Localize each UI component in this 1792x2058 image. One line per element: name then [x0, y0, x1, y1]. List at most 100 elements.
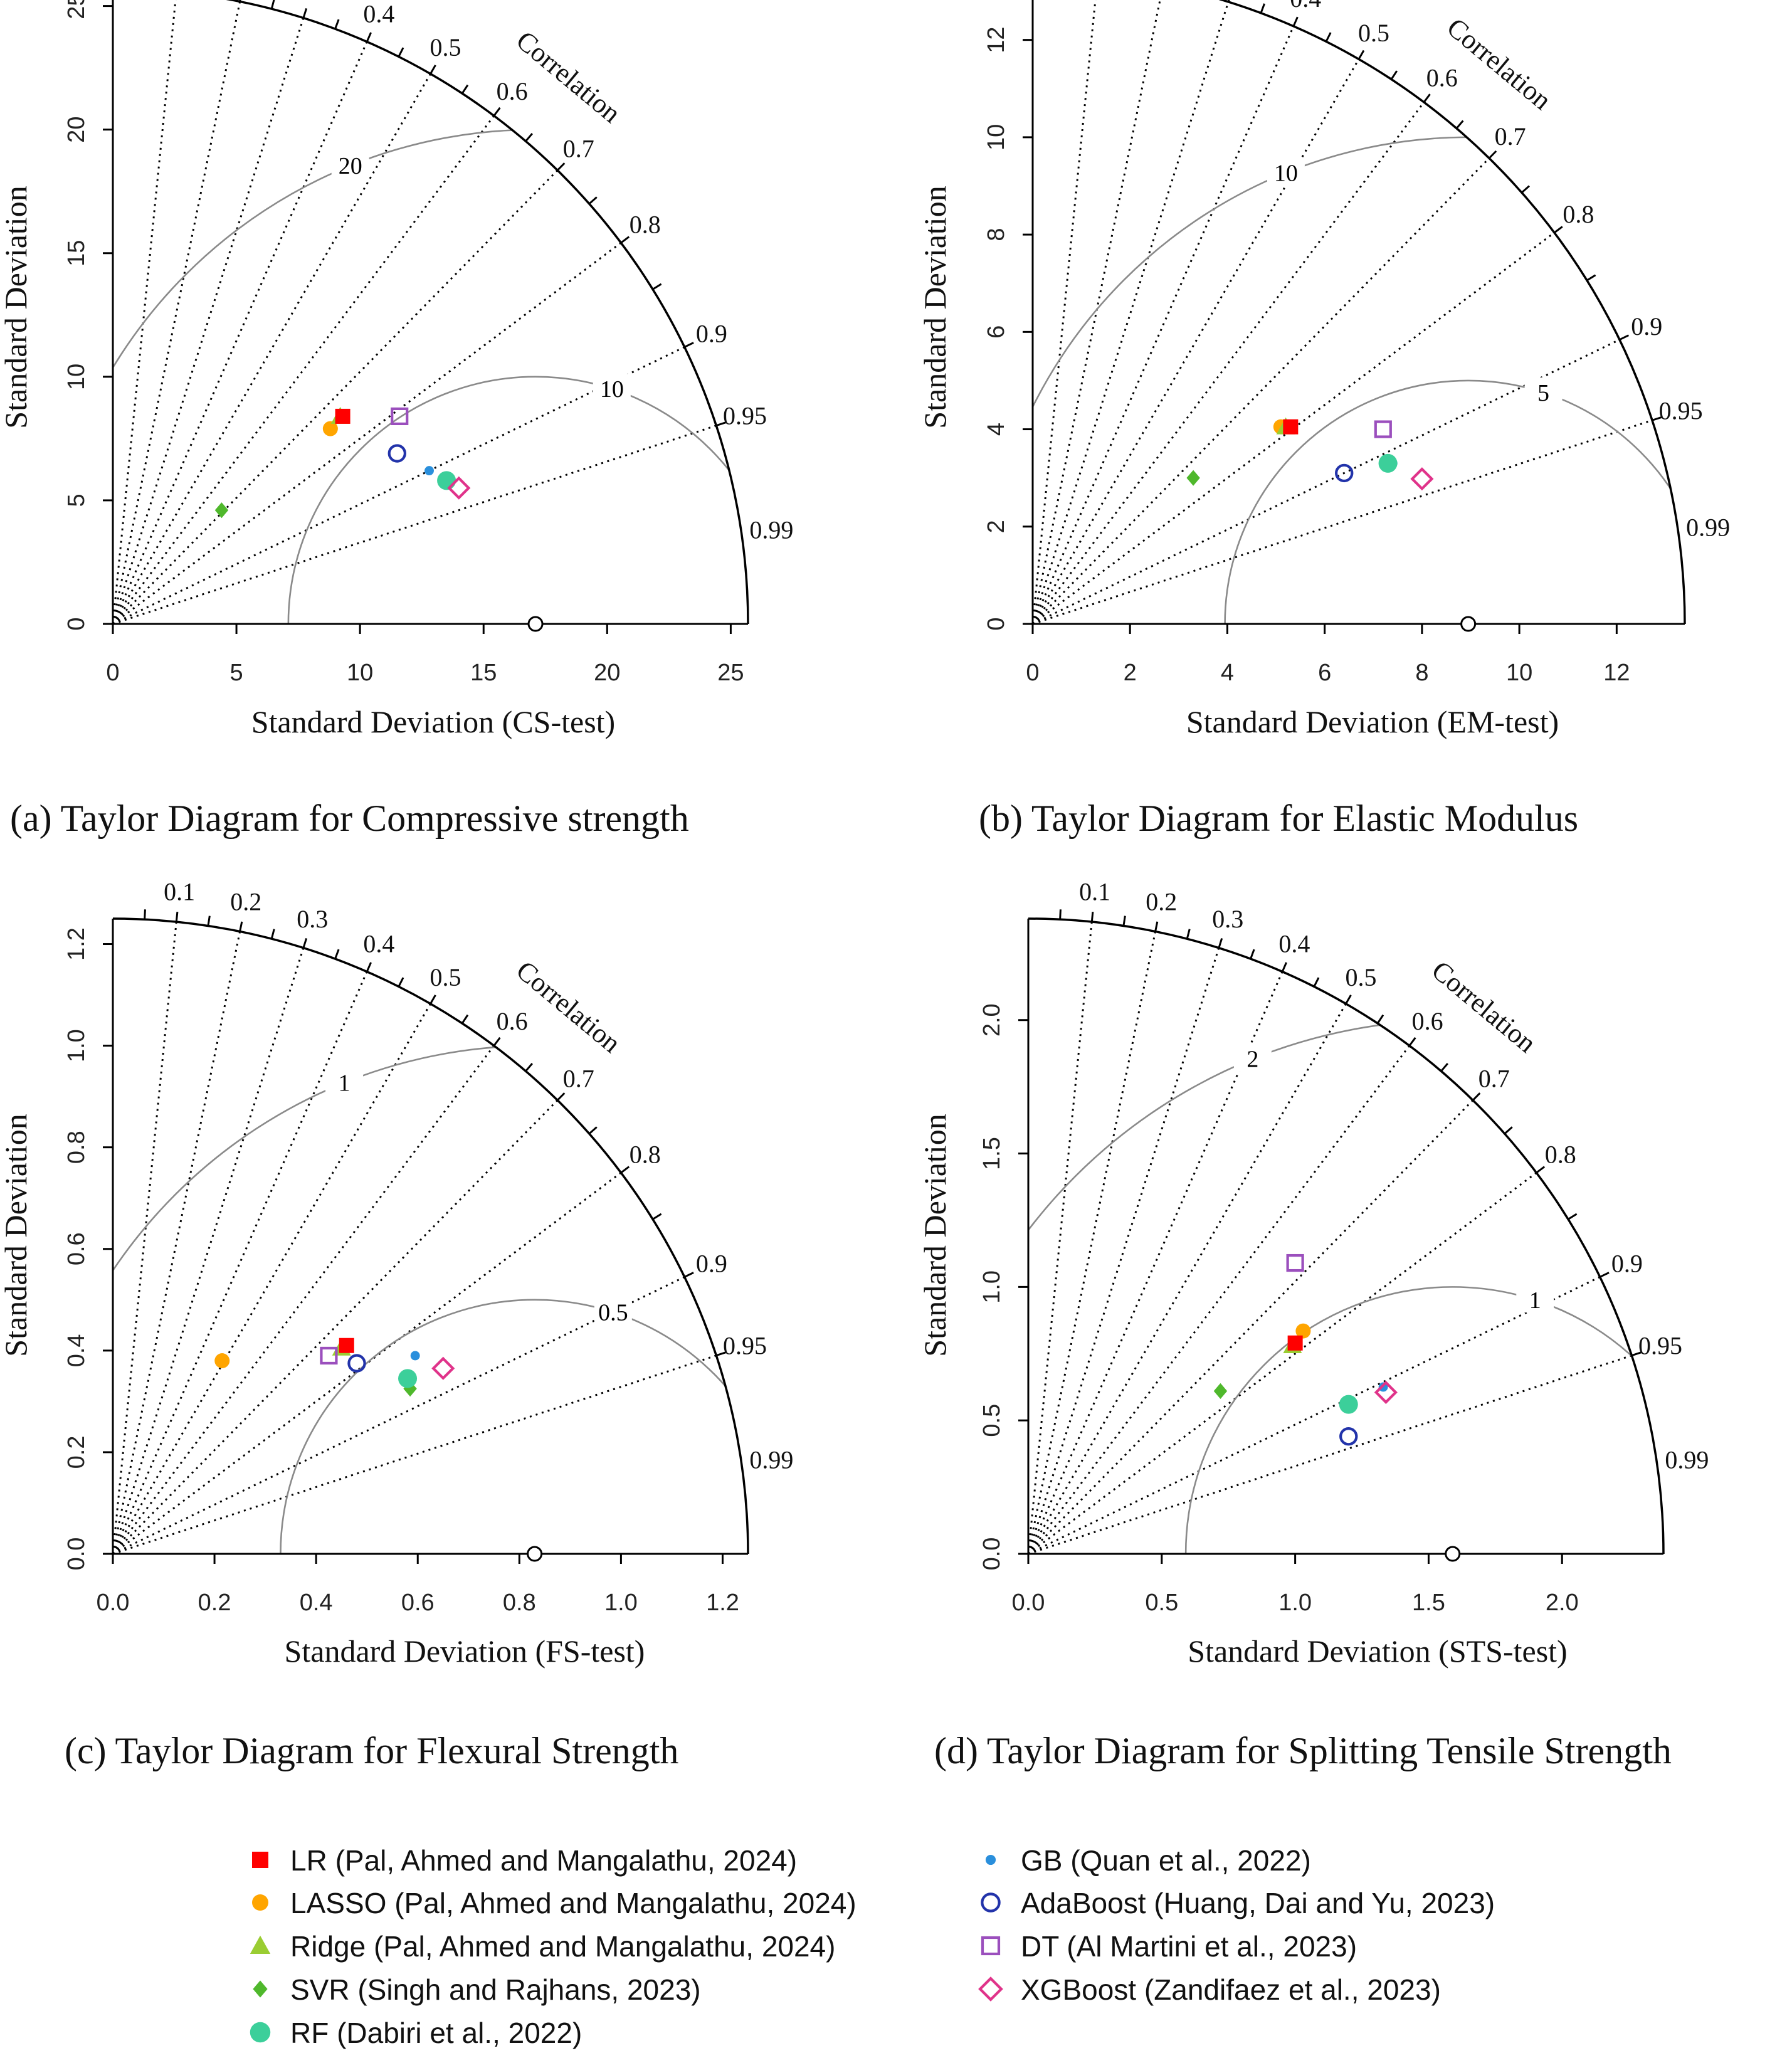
corr-tick — [1568, 1213, 1578, 1220]
data-point-dt — [1286, 1253, 1304, 1272]
data-point-dt — [1374, 420, 1392, 438]
corr-tick — [620, 236, 630, 244]
data-point-gb — [410, 1351, 420, 1361]
corr-label: 0.9 — [696, 320, 727, 348]
legend-label: GB (Quan et al., 2022) — [1021, 1844, 1311, 1877]
correlation-title: Correlation — [510, 25, 626, 129]
corr-label: 0.7 — [563, 134, 594, 162]
correlation-ray — [1027, 947, 1220, 1554]
y-tick-label: 12 — [983, 27, 1009, 53]
corr-label: 0.5 — [1346, 963, 1377, 991]
corr-tick — [302, 8, 308, 19]
corr-tick — [175, 912, 179, 922]
corr-label: 0.1 — [1079, 877, 1110, 905]
corr-tick — [430, 995, 436, 1005]
legend-item-gb: GB (Quan et al., 2022) — [985, 1844, 1311, 1877]
correlation-ray — [1027, 931, 1157, 1554]
corr-tick — [588, 196, 598, 205]
corr-tick — [1250, 949, 1255, 959]
y-tick-label: 1.0 — [979, 1270, 1005, 1304]
y-tick-label: 0.4 — [63, 1334, 90, 1367]
legend-marker — [252, 1852, 268, 1868]
y-tick-label: 5 — [63, 493, 90, 507]
corr-label: 0.2 — [1146, 887, 1177, 916]
y-tick-label: 0.2 — [63, 1436, 90, 1469]
x-tick-label: 20 — [594, 660, 620, 686]
x-axis-label: Standard Deviation (FS-test) — [285, 1633, 645, 1669]
correlation-ray — [1027, 1003, 1347, 1554]
data-point-xgboost — [447, 476, 471, 500]
correlation-ray — [112, 115, 495, 625]
corr-tick — [652, 283, 662, 290]
corr-tick — [1260, 3, 1266, 14]
corr-tick — [1652, 416, 1662, 421]
x-axis-label: Standard Deviation (EM-test) — [1186, 704, 1559, 739]
corr-tick — [684, 342, 694, 348]
rms-label-bg — [1516, 1285, 1554, 1313]
y-axis-label: Standard Deviation — [917, 1114, 952, 1356]
data-point-dt — [391, 407, 409, 426]
y-tick-label: 4 — [983, 423, 1009, 436]
corr-tick — [1281, 962, 1287, 973]
x-tick-label: 2 — [1124, 660, 1137, 686]
rms-label-bg — [593, 374, 631, 402]
rms-label-bg — [1267, 157, 1305, 186]
data-point-adaboost — [1339, 1427, 1358, 1446]
corr-tick — [1357, 50, 1365, 60]
legend: LR (Pal, Ahmed and Mangalathu, 2024) LASS… — [250, 1844, 1495, 2049]
correlation-ray — [1031, 102, 1425, 625]
outer-arc — [112, 917, 749, 1554]
corr-label: 0.8 — [630, 210, 661, 238]
y-tick-label: 2 — [983, 520, 1009, 533]
corr-label: 0.9 — [1611, 1250, 1643, 1278]
corr-tick — [1488, 150, 1497, 159]
legend-marker — [250, 1935, 271, 1954]
corr-tick — [1122, 916, 1126, 926]
y-tick-label: 20 — [63, 117, 90, 143]
corr-tick — [715, 1351, 727, 1357]
corr-tick — [1390, 70, 1398, 80]
data-point-xgboost — [1374, 1380, 1398, 1405]
x-tick-label: 0.0 — [1012, 1590, 1045, 1616]
corr-tick — [1313, 977, 1320, 988]
corr-tick — [1423, 93, 1431, 103]
corr-label: 0.7 — [1495, 122, 1526, 150]
corr-tick — [366, 962, 372, 973]
y-tick-label: 0.0 — [979, 1538, 1005, 1571]
y-tick-label: 1.5 — [979, 1137, 1005, 1170]
corr-label: 0.99 — [1686, 514, 1730, 542]
rms-label-bg — [1524, 377, 1563, 405]
x-tick-label: 0 — [106, 660, 119, 686]
panel-caption: (d) Taylor Diagram for Splitting Tensile… — [934, 1730, 1672, 1771]
x-tick-label: 0 — [1026, 660, 1039, 686]
data-point-lr — [1283, 419, 1299, 435]
legend-label: Ridge (Pal, Ahmed and Mangalathu, 2024) — [290, 1930, 835, 1963]
corr-tick — [1631, 1351, 1642, 1357]
correlation-ray — [1031, 1, 1230, 625]
legend-label: RF (Dabiri et al., 2022) — [290, 2017, 582, 2049]
legend-marker — [981, 1892, 1001, 1913]
corr-tick — [207, 916, 211, 926]
corr-label: 0.95 — [1659, 396, 1703, 425]
x-tick-label: 0.0 — [97, 1590, 130, 1616]
correlation-ray — [1032, 419, 1653, 625]
corr-tick — [1554, 226, 1563, 234]
corr-label: 0.8 — [1563, 200, 1594, 228]
taylor-panel-a: 1020005510101515202025250.10.20.30.40.50… — [0, 0, 793, 839]
corr-label: 0.3 — [297, 905, 328, 933]
corr-label: 0.8 — [630, 1140, 661, 1168]
x-tick-label: 0.5 — [1145, 1590, 1178, 1616]
corr-label: 0.1 — [164, 877, 195, 905]
legend-item-ridge: Ridge (Pal, Ahmed and Mangalathu, 2024) — [250, 1930, 835, 1963]
outer-arc — [1028, 917, 1665, 1554]
y-tick-label: 1.0 — [63, 1029, 90, 1062]
corr-tick — [461, 84, 469, 94]
y-tick-label: 2.0 — [979, 1003, 1005, 1037]
correlation-ray — [1031, 0, 1097, 625]
corr-label: 0.8 — [1545, 1140, 1576, 1168]
rms-label-bg — [325, 1067, 364, 1095]
correlation-ray — [112, 41, 368, 625]
corr-tick — [1504, 1126, 1513, 1135]
corr-tick — [1218, 937, 1223, 949]
data-point-dt — [320, 1346, 338, 1365]
